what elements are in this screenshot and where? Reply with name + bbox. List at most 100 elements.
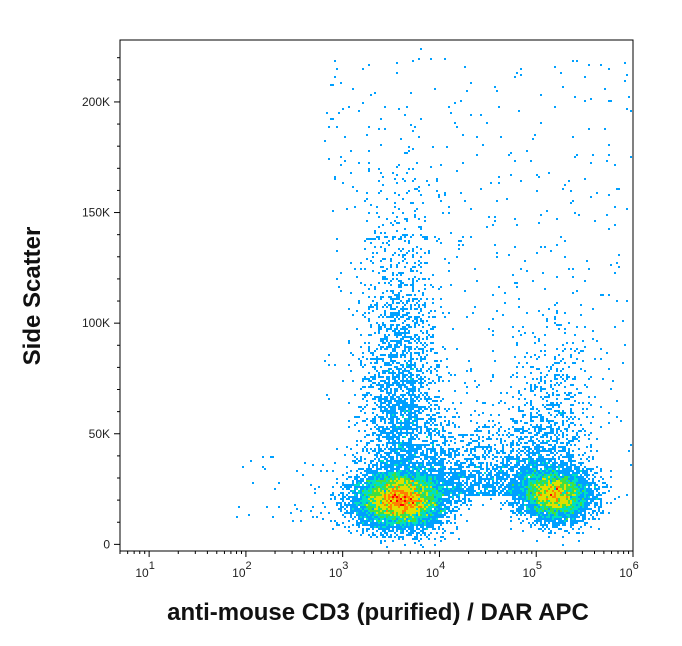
density-dot [410, 480, 412, 482]
density-dot [422, 480, 424, 482]
density-dot [564, 518, 566, 520]
density-dot [434, 400, 436, 402]
density-dot [398, 384, 400, 386]
density-dot [554, 358, 556, 360]
density-dot [396, 296, 398, 298]
density-dot [372, 440, 374, 442]
density-dot [402, 502, 404, 504]
density-dot [580, 482, 582, 484]
density-dot [410, 358, 412, 360]
density-dot [398, 406, 400, 408]
density-dot [538, 520, 540, 522]
density-dot [408, 380, 410, 382]
density-dot [400, 528, 402, 530]
density-dot [440, 484, 442, 486]
density-dot [390, 258, 392, 260]
density-dot [560, 512, 562, 514]
density-dot [418, 490, 420, 492]
density-dot [396, 450, 398, 452]
density-dot [368, 334, 370, 336]
density-dot [536, 358, 538, 360]
density-dot [436, 490, 438, 492]
density-dot [436, 370, 438, 372]
density-dot [406, 192, 408, 194]
density-dot [366, 514, 368, 516]
density-dot [402, 494, 404, 496]
density-dot [530, 384, 532, 386]
density-dot [388, 384, 390, 386]
density-dot [364, 508, 366, 510]
density-dot [558, 488, 560, 490]
density-dot [410, 284, 412, 286]
density-dot [434, 418, 436, 420]
density-dot [410, 508, 412, 510]
density-dot [390, 320, 392, 322]
density-dot [516, 504, 518, 506]
density-dot [422, 486, 424, 488]
density-dot [562, 470, 564, 472]
density-dot [542, 474, 544, 476]
density-dot [374, 522, 376, 524]
density-dot [532, 478, 534, 480]
density-dot [424, 490, 426, 492]
density-dot [388, 400, 390, 402]
density-dot [582, 508, 584, 510]
density-dot [510, 504, 512, 506]
density-dot [544, 516, 546, 518]
density-dot [406, 362, 408, 364]
density-dot [406, 382, 408, 384]
density-dot [526, 486, 528, 488]
density-dot [550, 472, 552, 474]
density-dot [428, 434, 430, 436]
density-dot [492, 478, 494, 480]
density-dot [432, 504, 434, 506]
density-dot [566, 398, 568, 400]
density-dot [426, 440, 428, 442]
density-dot [420, 464, 422, 466]
density-dot [428, 430, 430, 432]
density-dot [382, 528, 384, 530]
density-dot [368, 528, 370, 530]
density-dot [408, 484, 410, 486]
density-dot [376, 454, 378, 456]
density-dot [392, 474, 394, 476]
density-dot [412, 416, 414, 418]
density-dot [392, 430, 394, 432]
density-dot [548, 408, 550, 410]
density-dot [526, 464, 528, 466]
density-dot [412, 512, 414, 514]
density-dot [460, 474, 462, 476]
density-dot [440, 462, 442, 464]
density-dot [536, 438, 538, 440]
density-dot [584, 478, 586, 480]
density-dot [528, 502, 530, 504]
density-dot [428, 498, 430, 500]
density-dot [366, 502, 368, 504]
density-dot [348, 504, 350, 506]
density-dot [408, 442, 410, 444]
density-dot [368, 516, 370, 518]
density-dot [380, 494, 382, 496]
density-dot [426, 462, 428, 464]
density-dot [424, 488, 426, 490]
density-dot [530, 492, 532, 494]
density-dot [386, 412, 388, 414]
density-dot [418, 316, 420, 318]
density-dot [388, 432, 390, 434]
density-dot [414, 512, 416, 514]
density-dot [484, 402, 486, 404]
density-dot [570, 410, 572, 412]
density-dot [436, 510, 438, 512]
density-dot [424, 356, 426, 358]
density-dot [434, 326, 436, 328]
density-dot [412, 300, 414, 302]
density-dot [404, 472, 406, 474]
density-dot [558, 354, 560, 356]
density-dot [568, 504, 570, 506]
density-dot [396, 454, 398, 456]
density-dot [430, 410, 432, 412]
density-dot [418, 508, 420, 510]
density-dot [384, 428, 386, 430]
density-dot [394, 482, 396, 484]
density-dot [372, 434, 374, 436]
